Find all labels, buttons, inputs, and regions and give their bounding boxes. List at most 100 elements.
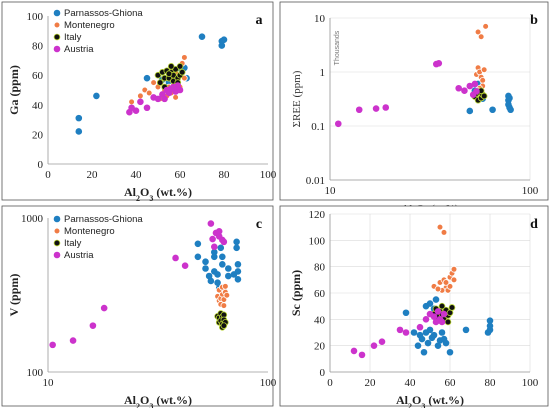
- data-point: [438, 302, 446, 310]
- x-axis-label-subscript: 2: [136, 194, 140, 203]
- data-point: [217, 244, 225, 252]
- data-point: [69, 337, 77, 344]
- data-point: [507, 106, 514, 114]
- data-point: [422, 316, 430, 323]
- data-point: [432, 296, 440, 303]
- data-point: [220, 302, 228, 309]
- data-point: [220, 238, 228, 246]
- data-point: [176, 86, 184, 94]
- x-axis-label-part: Al: [396, 393, 409, 407]
- legend-marker: [53, 239, 61, 247]
- x-tick-label: 20: [365, 377, 377, 389]
- x-axis-label-part: O: [140, 185, 149, 199]
- data-point: [461, 87, 468, 95]
- data-point: [75, 128, 83, 135]
- data-point: [430, 331, 438, 339]
- series-austria: [334, 59, 480, 128]
- data-point: [209, 235, 216, 243]
- x-tick-label: 10: [325, 185, 337, 197]
- legend-entry: Austria: [64, 250, 94, 261]
- data-point: [416, 323, 424, 331]
- data-point: [506, 94, 513, 102]
- data-point: [207, 220, 215, 227]
- panel-letter: a: [256, 13, 263, 28]
- data-point: [358, 351, 366, 359]
- data-point: [402, 309, 410, 317]
- y-tick-label: 120: [309, 209, 326, 221]
- data-point: [161, 95, 168, 103]
- y-tick-label: 0: [320, 367, 326, 379]
- data-point: [440, 229, 448, 236]
- data-point: [434, 285, 442, 293]
- panel-letter: b: [530, 13, 538, 28]
- x-tick-label: 100: [522, 377, 539, 389]
- x-axis-label: Al2O3 (wt.%): [124, 393, 192, 408]
- x-axis-label: Al2O3 (wt.%): [396, 393, 464, 408]
- x-tick-label: 60: [445, 377, 457, 389]
- x-axis-label-part: Al: [124, 185, 137, 199]
- data-point: [455, 84, 462, 92]
- data-point: [440, 310, 448, 318]
- data-point: [378, 338, 386, 346]
- data-point: [396, 326, 404, 334]
- data-point: [132, 107, 140, 115]
- y-tick-label: 80: [32, 41, 44, 53]
- data-point: [224, 265, 232, 272]
- y-tick-label: 100: [309, 235, 326, 247]
- series-parnassos-ghiona: [402, 296, 494, 356]
- legend-entry: Austria: [64, 44, 94, 55]
- data-point: [448, 304, 456, 311]
- legend-marker: [53, 251, 61, 259]
- x-tick-label: 80: [219, 169, 231, 181]
- x-tick-label: 20: [87, 169, 99, 181]
- y-tick-label: 10: [314, 13, 326, 25]
- data-point: [207, 277, 215, 285]
- data-point: [202, 258, 209, 266]
- data-point: [372, 105, 380, 112]
- data-point: [234, 261, 242, 268]
- x-tick-label: 0: [327, 377, 333, 389]
- data-point: [436, 223, 444, 231]
- x-tick-label: 0: [45, 169, 51, 181]
- data-point: [143, 74, 151, 82]
- x-axis-label-subscript: 3: [421, 402, 425, 408]
- x-tick-label: 10: [43, 377, 55, 389]
- data-point: [480, 92, 488, 100]
- series-austria: [49, 220, 228, 349]
- y-tick-label: 100: [27, 11, 44, 23]
- data-point: [172, 65, 179, 73]
- y-axis-label: Sc (ppm): [289, 270, 303, 316]
- panel-letter: c: [256, 217, 262, 232]
- data-point: [218, 37, 226, 45]
- data-point: [233, 238, 240, 246]
- data-point: [444, 318, 452, 326]
- x-tick-label: 100: [260, 169, 277, 181]
- y-tick-label: 20: [32, 129, 44, 141]
- data-point: [214, 279, 221, 287]
- data-point: [202, 265, 209, 272]
- data-point: [215, 227, 223, 235]
- x-axis-label-part: (wt.%): [425, 393, 464, 407]
- data-point: [194, 240, 202, 248]
- data-point: [210, 253, 218, 261]
- data-point: [167, 63, 175, 70]
- legend-marker: [53, 227, 61, 235]
- data-point: [49, 341, 56, 349]
- x-axis-label: Al2O3 (wt.%): [124, 185, 192, 203]
- data-point: [137, 98, 144, 106]
- data-point: [424, 339, 432, 347]
- x-tick-label: 100: [522, 185, 539, 197]
- x-tick-label: 40: [131, 169, 143, 181]
- data-point: [100, 304, 108, 312]
- data-point: [223, 291, 231, 299]
- data-point: [181, 262, 189, 270]
- data-point: [137, 92, 144, 100]
- data-point: [418, 335, 426, 343]
- data-point: [426, 326, 434, 334]
- data-point: [442, 279, 450, 286]
- legend-marker: [53, 215, 61, 223]
- data-point: [370, 342, 378, 349]
- x-axis-label-subscript: 3: [149, 194, 153, 203]
- x-axis-label-subscript: 2: [136, 402, 140, 408]
- series-parnassos-ghiona: [194, 238, 242, 294]
